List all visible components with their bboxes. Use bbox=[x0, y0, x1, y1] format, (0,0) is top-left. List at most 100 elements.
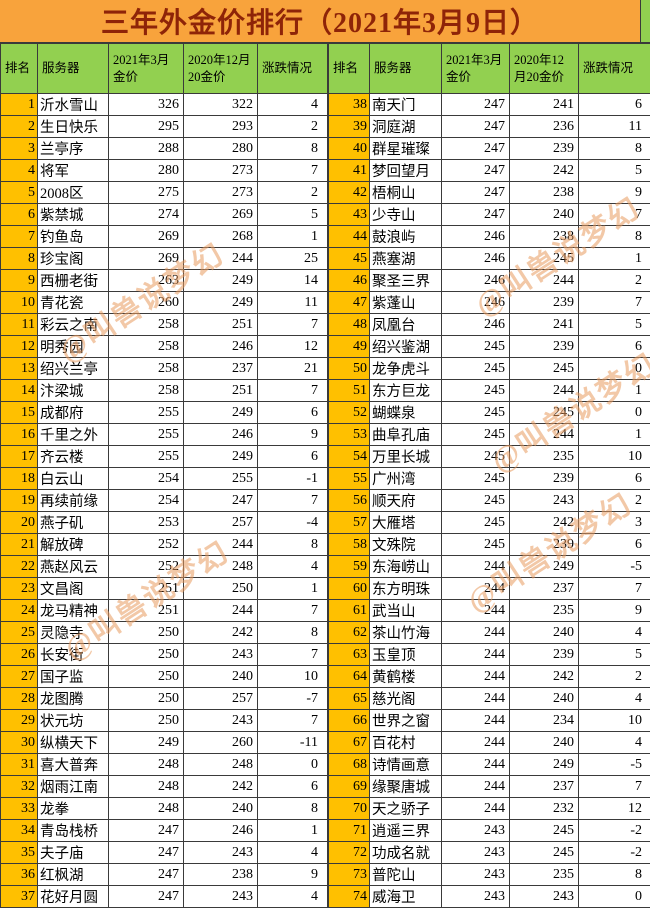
price-march-cell: 248 bbox=[109, 754, 184, 776]
rank-cell: 66 bbox=[329, 710, 370, 732]
price-december-cell: 243 bbox=[184, 842, 258, 864]
header-rank: 排名 bbox=[329, 44, 370, 94]
price-december-cell: 234 bbox=[510, 710, 579, 732]
rank-cell: 67 bbox=[329, 732, 370, 754]
server-cell: 珍宝阁 bbox=[38, 248, 109, 270]
price-december-cell: 243 bbox=[184, 886, 258, 908]
server-cell: 凤凰台 bbox=[370, 314, 442, 336]
price-december-cell: 242 bbox=[510, 160, 579, 182]
price-march-cell: 245 bbox=[442, 424, 510, 446]
price-march-cell: 255 bbox=[109, 446, 184, 468]
server-cell: 汴梁城 bbox=[38, 380, 109, 402]
price-december-cell: 246 bbox=[184, 336, 258, 358]
server-cell: 燕赵风云 bbox=[38, 556, 109, 578]
rank-cell: 59 bbox=[329, 556, 370, 578]
price-march-cell: 245 bbox=[442, 446, 510, 468]
price-december-cell: 249 bbox=[510, 556, 579, 578]
price-december-cell: 239 bbox=[510, 138, 579, 160]
rank-cell: 38 bbox=[329, 94, 370, 116]
price-december-cell: 241 bbox=[510, 94, 579, 116]
change-cell: 0 bbox=[579, 886, 650, 908]
price-december-cell: 249 bbox=[510, 754, 579, 776]
change-cell: 8 bbox=[258, 798, 328, 820]
price-december-cell: 242 bbox=[510, 666, 579, 688]
server-cell: 2008区 bbox=[38, 182, 109, 204]
price-december-cell: 239 bbox=[510, 292, 579, 314]
change-cell: 1 bbox=[579, 424, 650, 446]
server-cell: 武当山 bbox=[370, 600, 442, 622]
server-cell: 文殊院 bbox=[370, 534, 442, 556]
change-cell: 11 bbox=[258, 292, 328, 314]
change-cell: 4 bbox=[258, 94, 328, 116]
server-cell: 解放碑 bbox=[38, 534, 109, 556]
rank-cell: 2 bbox=[1, 116, 38, 138]
price-march-cell: 250 bbox=[109, 666, 184, 688]
price-march-cell: 250 bbox=[109, 622, 184, 644]
rank-cell: 23 bbox=[1, 578, 38, 600]
rank-cell: 24 bbox=[1, 600, 38, 622]
rank-cell: 25 bbox=[1, 622, 38, 644]
rank-cell: 33 bbox=[1, 798, 38, 820]
title-background: 三年外金价排行（2021年3月9日） bbox=[0, 0, 640, 42]
change-cell: 8 bbox=[579, 226, 650, 248]
change-cell: 6 bbox=[579, 468, 650, 490]
header-row: 排名 服务器 2021年3月金价 2020年12月20金价 涨跌情况 bbox=[1, 44, 328, 94]
rank-cell: 39 bbox=[329, 116, 370, 138]
rank-cell: 61 bbox=[329, 600, 370, 622]
rank-cell: 15 bbox=[1, 402, 38, 424]
rank-cell: 36 bbox=[1, 864, 38, 886]
change-cell: 8 bbox=[258, 534, 328, 556]
server-cell: 纵横天下 bbox=[38, 732, 109, 754]
price-december-cell: 245 bbox=[510, 842, 579, 864]
rank-cell: 69 bbox=[329, 776, 370, 798]
price-december-cell: 235 bbox=[510, 446, 579, 468]
server-cell: 兰亭序 bbox=[38, 138, 109, 160]
price-march-cell: 244 bbox=[442, 798, 510, 820]
server-cell: 绍兴鉴湖 bbox=[370, 336, 442, 358]
price-march-cell: 243 bbox=[442, 842, 510, 864]
server-cell: 成都府 bbox=[38, 402, 109, 424]
change-cell: 6 bbox=[258, 402, 328, 424]
change-cell: -1 bbox=[258, 468, 328, 490]
rank-cell: 71 bbox=[329, 820, 370, 842]
rank-cell: 22 bbox=[1, 556, 38, 578]
price-march-cell: 247 bbox=[109, 820, 184, 842]
price-march-cell: 244 bbox=[442, 732, 510, 754]
server-cell: 茶山竹海 bbox=[370, 622, 442, 644]
price-march-cell: 288 bbox=[109, 138, 184, 160]
server-cell: 顺天府 bbox=[370, 490, 442, 512]
price-march-cell: 246 bbox=[442, 292, 510, 314]
price-december-cell: 238 bbox=[510, 226, 579, 248]
server-cell: 龙图腾 bbox=[38, 688, 109, 710]
change-cell: 1 bbox=[258, 820, 328, 842]
price-march-cell: 244 bbox=[442, 600, 510, 622]
rank-cell: 21 bbox=[1, 534, 38, 556]
price-december-cell: 251 bbox=[184, 380, 258, 402]
server-cell: 龙争虎斗 bbox=[370, 358, 442, 380]
server-cell: 万里长城 bbox=[370, 446, 442, 468]
price-december-cell: 246 bbox=[184, 820, 258, 842]
price-march-cell: 247 bbox=[442, 138, 510, 160]
price-march-cell: 245 bbox=[442, 490, 510, 512]
price-march-cell: 247 bbox=[442, 204, 510, 226]
server-cell: 紫禁城 bbox=[38, 204, 109, 226]
